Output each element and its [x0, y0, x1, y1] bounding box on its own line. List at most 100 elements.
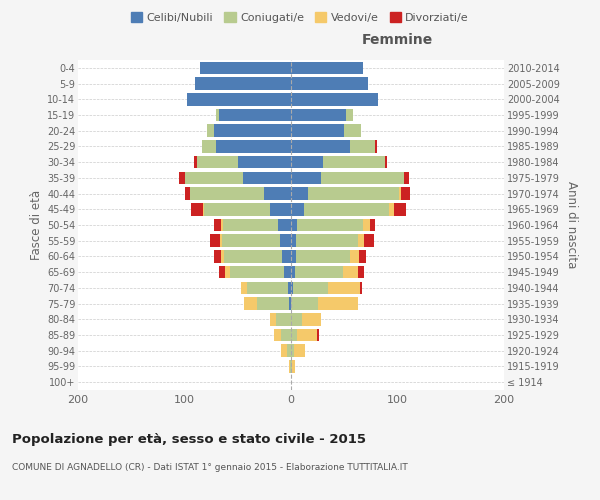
Bar [270, 203, 291, 215]
Bar [289, 360, 290, 372]
Y-axis label: Fasce di età: Fasce di età [29, 190, 43, 260]
Bar [323, 156, 385, 168]
Bar [224, 250, 283, 262]
Bar [350, 140, 375, 152]
Bar [214, 218, 221, 232]
Bar [230, 266, 284, 278]
Bar [283, 250, 291, 262]
Bar [270, 313, 276, 326]
Bar [291, 78, 368, 90]
Bar [179, 172, 185, 184]
Bar [210, 234, 220, 247]
Bar [291, 298, 317, 310]
Bar [344, 124, 361, 137]
Bar [298, 218, 364, 232]
Bar [217, 140, 291, 152]
Bar [296, 250, 350, 262]
Bar [401, 188, 410, 200]
Bar [220, 234, 222, 247]
Bar [284, 266, 291, 278]
Bar [291, 360, 292, 372]
Bar [238, 156, 291, 168]
Bar [291, 234, 296, 247]
Bar [197, 156, 238, 168]
Bar [218, 266, 225, 278]
Bar [194, 156, 197, 168]
Bar [203, 203, 270, 215]
Bar [304, 203, 389, 215]
Bar [291, 93, 379, 106]
Bar [218, 108, 291, 122]
Bar [207, 124, 214, 137]
Bar [389, 203, 394, 215]
Bar [214, 250, 221, 262]
Text: Femmine: Femmine [362, 33, 433, 47]
Bar [288, 282, 291, 294]
Bar [200, 62, 291, 74]
Bar [302, 313, 321, 326]
Bar [291, 250, 296, 262]
Bar [359, 250, 365, 262]
Bar [404, 172, 409, 184]
Bar [294, 344, 305, 357]
Legend: Celibi/Nubili, Coniugati/e, Vedovi/e, Divorziati/e: Celibi/Nubili, Coniugati/e, Vedovi/e, Di… [127, 8, 473, 28]
Bar [225, 266, 230, 278]
Bar [291, 62, 364, 74]
Bar [257, 298, 289, 310]
Bar [291, 282, 293, 294]
Bar [375, 140, 377, 152]
Bar [241, 282, 247, 294]
Bar [281, 344, 287, 357]
Bar [247, 282, 288, 294]
Bar [274, 328, 281, 342]
Text: COMUNE DI AGNADELLO (CR) - Dati ISTAT 1° gennaio 2015 - Elaborazione TUTTITALIA.: COMUNE DI AGNADELLO (CR) - Dati ISTAT 1°… [12, 462, 408, 471]
Bar [291, 328, 298, 342]
Bar [291, 172, 321, 184]
Bar [350, 250, 359, 262]
Bar [191, 203, 203, 215]
Bar [202, 140, 217, 152]
Bar [289, 298, 291, 310]
Bar [265, 188, 291, 200]
Bar [185, 172, 243, 184]
Bar [317, 298, 358, 310]
Bar [317, 328, 319, 342]
Bar [287, 344, 291, 357]
Text: Popolazione per età, sesso e stato civile - 2015: Popolazione per età, sesso e stato civil… [12, 432, 366, 446]
Bar [276, 313, 291, 326]
Bar [364, 218, 370, 232]
Bar [291, 156, 323, 168]
Bar [398, 188, 401, 200]
Bar [195, 78, 291, 90]
Bar [187, 93, 291, 106]
Bar [281, 328, 291, 342]
Bar [385, 156, 387, 168]
Bar [221, 218, 223, 232]
Bar [221, 250, 224, 262]
Bar [291, 344, 294, 357]
Bar [244, 298, 257, 310]
Bar [291, 203, 304, 215]
Bar [358, 266, 364, 278]
Bar [343, 266, 358, 278]
Bar [214, 124, 291, 137]
Bar [346, 108, 353, 122]
Bar [190, 188, 265, 200]
Bar [291, 140, 350, 152]
Bar [394, 203, 406, 215]
Bar [185, 188, 190, 200]
Bar [298, 328, 317, 342]
Bar [217, 108, 218, 122]
Bar [295, 266, 343, 278]
Bar [292, 360, 295, 372]
Bar [291, 313, 302, 326]
Bar [223, 218, 278, 232]
Y-axis label: Anni di nascita: Anni di nascita [565, 182, 578, 268]
Bar [308, 188, 398, 200]
Bar [243, 172, 291, 184]
Bar [291, 108, 346, 122]
Bar [360, 282, 362, 294]
Bar [321, 172, 404, 184]
Bar [296, 234, 358, 247]
Bar [291, 124, 344, 137]
